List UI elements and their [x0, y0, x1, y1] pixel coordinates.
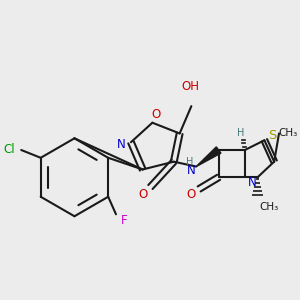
Text: F: F [121, 214, 127, 226]
Text: H: H [186, 157, 193, 167]
Text: H: H [237, 128, 245, 138]
Text: S: S [268, 129, 276, 142]
Text: O: O [138, 188, 147, 201]
Text: N: N [248, 176, 257, 189]
Text: OH: OH [182, 80, 200, 93]
Text: N: N [117, 138, 126, 151]
Polygon shape [196, 147, 221, 167]
Text: N: N [187, 164, 196, 177]
Text: CH₃: CH₃ [278, 128, 297, 138]
Text: Cl: Cl [4, 142, 15, 155]
Text: O: O [187, 188, 196, 201]
Text: O: O [152, 108, 161, 122]
Text: CH₃: CH₃ [260, 202, 279, 212]
